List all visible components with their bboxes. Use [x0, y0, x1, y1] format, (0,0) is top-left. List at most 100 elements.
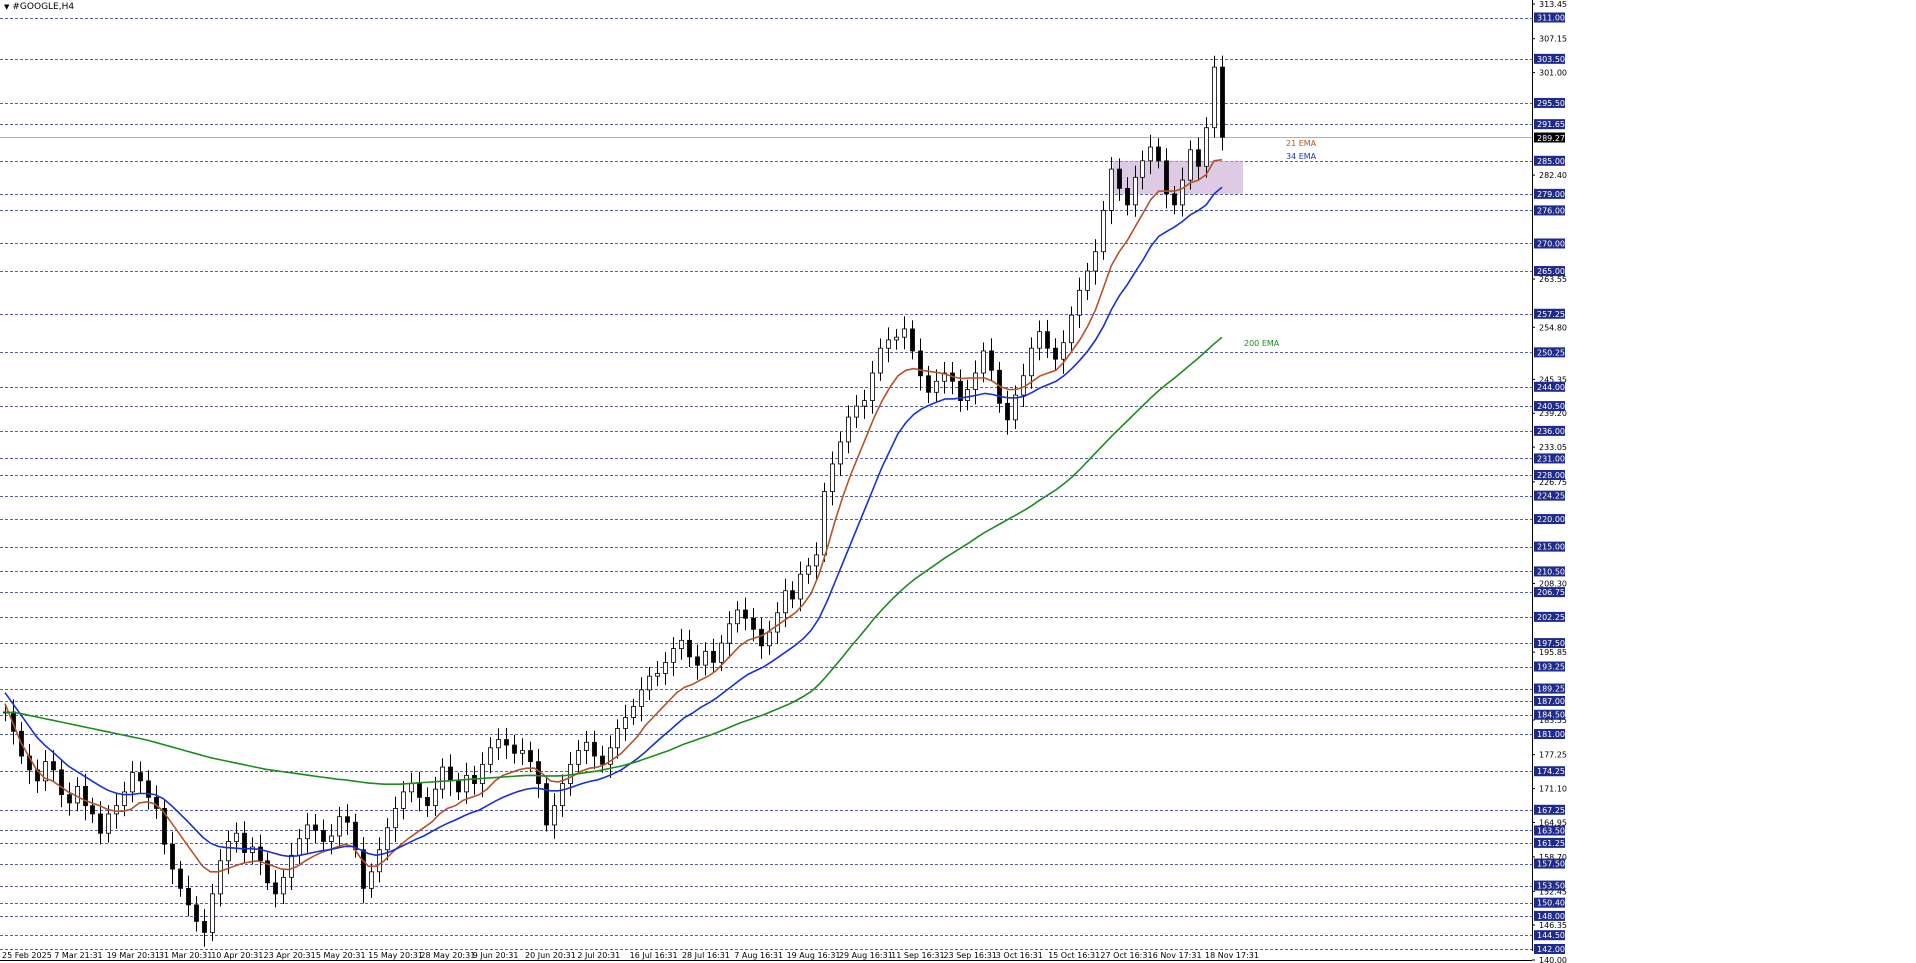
- candle-body: [194, 904, 199, 922]
- level-price-label: 244.00: [1537, 383, 1565, 392]
- candle-body: [1093, 251, 1098, 272]
- price-tick-label: 164.95: [1539, 818, 1567, 827]
- candle-body: [918, 350, 923, 377]
- candle-body: [385, 827, 390, 851]
- candle-body: [830, 463, 835, 492]
- candle-body: [1148, 146, 1153, 162]
- level-price-label: 276.00: [1537, 206, 1565, 215]
- candle-body: [639, 689, 644, 707]
- candle-body: [790, 590, 795, 600]
- candle-body: [369, 871, 374, 889]
- candle-body: [122, 791, 127, 807]
- ema-annotations: 21 EMA 34 EMA 200 EMA: [1244, 139, 1317, 348]
- candle-body: [783, 590, 788, 614]
- time-tick-label: 20 Jun 20:31: [525, 951, 576, 960]
- candle-body: [345, 816, 350, 823]
- price-tick-label: 208.30: [1539, 580, 1567, 589]
- candle-body: [417, 783, 422, 798]
- level-price-tag: [1534, 897, 1565, 908]
- level-price-label: 240.50: [1537, 402, 1565, 411]
- current-price-tag: [1534, 132, 1565, 143]
- candle-body: [647, 675, 652, 691]
- triangle-down-icon[interactable]: ▼: [4, 3, 10, 11]
- level-price-tag: [1534, 683, 1565, 694]
- ema-lines: [4, 158, 1223, 873]
- candle-body: [1220, 66, 1225, 138]
- time-tick-label: 9 Jun 20:31: [473, 951, 519, 960]
- price-tick-label: 263.55: [1539, 275, 1567, 284]
- candle-body: [51, 761, 56, 771]
- level-price-label: 197.50: [1537, 639, 1565, 648]
- time-tick-label: 27 Oct 16:31: [1100, 951, 1152, 960]
- candle-body: [210, 893, 215, 933]
- candle-body: [942, 372, 947, 382]
- level-price-tag: [1534, 837, 1565, 848]
- candle-body: [846, 416, 851, 443]
- candle-body: [170, 843, 175, 870]
- candle-body: [615, 728, 620, 749]
- candle-body: [226, 841, 231, 862]
- candle-body: [130, 772, 135, 793]
- candle-body: [1005, 402, 1010, 421]
- candle-body: [560, 783, 565, 807]
- candle-body: [1053, 347, 1058, 360]
- candle-body: [695, 656, 700, 666]
- candle-body: [1061, 342, 1066, 360]
- candle-body: [878, 347, 883, 374]
- price-tick-label: 171.10: [1539, 785, 1567, 794]
- ema34-label: 34 EMA: [1286, 152, 1317, 161]
- level-price-tag: [1534, 661, 1565, 672]
- candle-body: [775, 612, 780, 633]
- level-price-label: 167.25: [1537, 806, 1565, 815]
- candle-body: [679, 639, 684, 649]
- candle-body: [202, 921, 207, 933]
- candle-body: [496, 739, 501, 749]
- level-price-tag: [1534, 155, 1565, 166]
- candle-body: [902, 328, 907, 338]
- candle-body: [981, 350, 986, 374]
- candle-body: [1045, 331, 1050, 349]
- level-price-label: 148.00: [1537, 912, 1565, 921]
- candle-body: [464, 774, 469, 793]
- level-price-label: 184.50: [1537, 711, 1565, 720]
- candle-body: [552, 805, 557, 826]
- price-tick-label: 245.35: [1539, 375, 1567, 384]
- price-tick-label: 226.75: [1539, 478, 1567, 487]
- level-price-label: 202.25: [1537, 613, 1565, 622]
- level-price-tag: [1534, 469, 1565, 480]
- level-price-label: 285.00: [1537, 157, 1565, 166]
- price-axis[interactable]: 313.45 307.15 301.00 282.40 263.55 254.80 245.…: [1532, 0, 1567, 963]
- candle-body: [75, 785, 80, 804]
- horizontal-levels: [0, 18, 1532, 950]
- candle-body: [440, 766, 445, 790]
- level-price-tag: [1534, 238, 1565, 249]
- level-price-label: 220.00: [1537, 515, 1565, 524]
- level-price-tag: [1534, 880, 1565, 891]
- price-tick-label: 158.70: [1539, 853, 1567, 862]
- candle-body: [608, 747, 613, 765]
- candle-body: [663, 661, 668, 674]
- candle-body: [1109, 168, 1114, 211]
- candle-body: [138, 772, 143, 782]
- candle-body: [894, 336, 899, 341]
- level-price-tag: [1534, 825, 1565, 836]
- candle-body: [250, 846, 255, 853]
- level-price-tag: [1534, 401, 1565, 412]
- candle-body: [146, 780, 151, 798]
- time-tick-label: 5 May 20:31: [316, 951, 366, 960]
- candle-body: [798, 573, 803, 600]
- candle-body: [751, 617, 756, 630]
- level-price-label: 181.00: [1537, 730, 1565, 739]
- candle-body: [1204, 127, 1209, 167]
- candle-body: [305, 824, 310, 840]
- candle-body: [576, 750, 581, 765]
- candle-body: [234, 832, 239, 842]
- level-price-label: 265.00: [1537, 267, 1565, 276]
- level-price-tag: [1534, 205, 1565, 216]
- level-price-tag: [1534, 97, 1565, 108]
- candle-body: [178, 868, 183, 889]
- level-price-tag: [1534, 119, 1565, 130]
